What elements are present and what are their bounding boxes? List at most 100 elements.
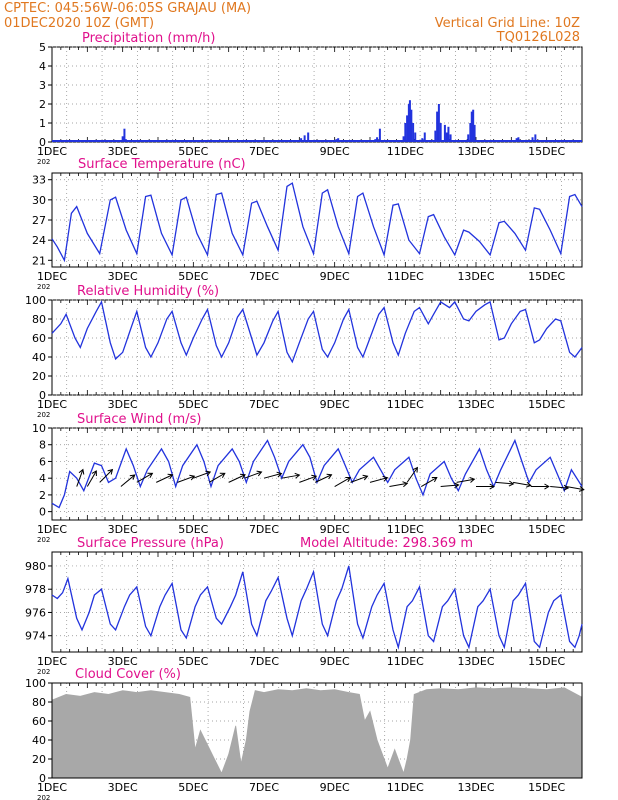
precip-bar [531, 137, 534, 142]
precip-bar [470, 111, 473, 142]
wind-arrow-head [431, 477, 438, 483]
series-line [51, 300, 583, 364]
x-tick-label: 7DEC [249, 398, 279, 411]
wind-arrow-head [402, 481, 409, 488]
wind-arrow [244, 471, 262, 479]
x-tick-label: 9DEC [320, 655, 350, 668]
wind-arrow-head [256, 470, 263, 477]
wind-arrow-head [412, 466, 418, 473]
wind-arrow [76, 469, 84, 487]
x-tick-label: 11DEC [387, 145, 424, 158]
wind-arrow [120, 474, 136, 487]
wind-arrow-head [489, 483, 495, 490]
wind-arrow-head [129, 474, 136, 480]
wind-arrow [228, 474, 246, 483]
cloud-area [51, 687, 583, 779]
wind-arrow-head [345, 477, 352, 483]
x-tick-label: 11DEC [387, 523, 424, 536]
x-tick-label: 1DEC [37, 145, 67, 158]
x-tick-label: 1DEC [37, 781, 67, 794]
y-tick-label: 4 [39, 472, 46, 485]
x-year-label: 202 [37, 158, 50, 166]
y-tick-label: 980 [25, 560, 46, 573]
y-tick-label: 40 [32, 351, 46, 364]
panel-frame [51, 427, 583, 521]
y-tick-label: 0 [39, 389, 46, 402]
x-tick-label: 11DEC [387, 398, 424, 411]
x-tick-label: 7DEC [249, 523, 279, 536]
wind-arrow [136, 472, 153, 483]
y-tick-label: 974 [25, 630, 46, 643]
panel-title: Surface Temperature (nC) [78, 157, 246, 172]
precip-bar [439, 123, 442, 142]
panel-temperature: 21 24 27 30 33 1DEC 3DEC 5DEC 7DEC 9DEC 11DEC 13DEC… [32, 157, 583, 291]
precip-bar [517, 137, 520, 142]
panel-frame [51, 682, 583, 779]
panel-frame [51, 299, 583, 396]
wind-arrow-head [147, 472, 154, 478]
x-tick-label: 9DEC [320, 398, 350, 411]
precip-bar [449, 134, 452, 142]
wind-arrow [550, 486, 569, 489]
x-tick-label: 13DEC [457, 270, 494, 283]
precip-bar [469, 123, 472, 142]
y-tick-label: 976 [25, 606, 46, 619]
precip-bar [434, 130, 437, 142]
precip-bar [123, 128, 126, 142]
x-year-label: 202 [37, 668, 50, 676]
x-tick-label: 3DEC [108, 523, 138, 536]
precip-bar [414, 132, 417, 142]
wind-arrow-head [78, 468, 85, 475]
wind-arrow-head [91, 470, 97, 477]
precip-bar [303, 135, 306, 142]
y-tick-label: 24 [32, 234, 46, 247]
y-tick-label: 21 [32, 254, 46, 267]
wind-arrow [350, 475, 368, 483]
precip-bar [412, 123, 415, 142]
wind-arrow-head [294, 472, 301, 479]
x-tick-label: 15DEC [528, 781, 565, 794]
panel-title: Surface Wind (m/s) [77, 412, 201, 427]
wind-arrow [208, 472, 226, 483]
wind-arrow-head [563, 484, 570, 491]
y-tick-label: 40 [32, 734, 46, 747]
x-tick-label: 9DEC [320, 270, 350, 283]
y-tick-label: 10 [32, 422, 46, 435]
wind-arrow-head [276, 471, 283, 478]
x-tick-label: 15DEC [528, 523, 565, 536]
panel-annotation: Model Altitude: 298.369 m [300, 536, 473, 551]
y-tick-label: 978 [25, 583, 46, 596]
y-tick-label: 100 [25, 677, 46, 690]
x-tick-label: 3DEC [108, 398, 138, 411]
header-date-line: 01DEC2020 10Z (GMT) [4, 16, 155, 31]
y-tick-label: 0 [39, 136, 46, 149]
wind-arrow [177, 475, 195, 483]
precip-bar [443, 124, 446, 142]
wind-arrow [440, 484, 459, 488]
x-tick-label: 15DEC [528, 270, 565, 283]
precip-bar [408, 100, 411, 142]
x-tick-label: 9DEC [320, 781, 350, 794]
x-tick-label: 9DEC [320, 523, 350, 536]
precip-bar [404, 123, 407, 142]
x-tick-label: 3DEC [108, 145, 138, 158]
precip-bar [406, 115, 409, 142]
series-line [51, 438, 583, 509]
x-tick-label: 7DEC [249, 781, 279, 794]
wind-arrow [315, 474, 332, 483]
wind-arrow-head [239, 473, 246, 480]
panel-frame [51, 46, 583, 143]
wind-arrow [334, 477, 351, 487]
wind-arrow [495, 481, 514, 485]
y-tick-label: 5 [39, 41, 46, 54]
x-tick-label: 15DEC [528, 398, 565, 411]
header-model-id: TQ0126L028 [496, 30, 580, 45]
wind-arrow-head [544, 483, 550, 490]
wind-arrow [156, 474, 173, 483]
y-tick-label: 3 [39, 79, 46, 92]
series-line [51, 182, 583, 263]
x-year-label: 202 [37, 411, 50, 419]
wind-arrow-head [326, 473, 333, 480]
precip-bar [410, 109, 413, 142]
x-tick-label: 9DEC [320, 145, 350, 158]
